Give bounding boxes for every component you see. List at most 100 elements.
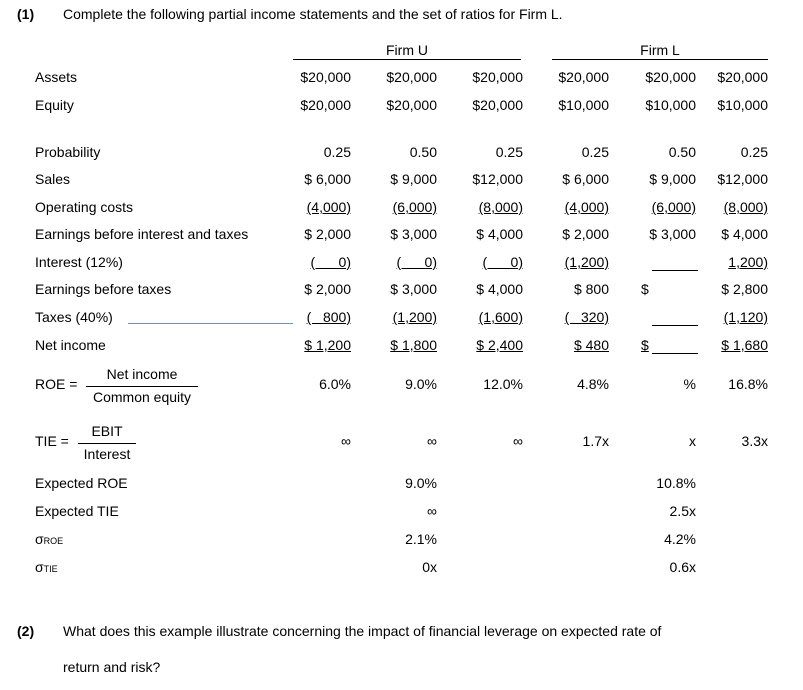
summary-l-sigma-tie: 0.6x <box>669 559 696 575</box>
cell-assets-l1: $20,000 <box>558 69 609 85</box>
roe-numerator: Net income <box>106 366 178 382</box>
cell-taxes-l1: ( 320) <box>564 309 609 325</box>
sigma-tie-symbol: σ <box>35 559 44 575</box>
cell-sales-u3: $12,000 <box>472 171 523 187</box>
label-tie: TIE = <box>35 433 69 449</box>
cell-interest-l3: 1,200) <box>728 254 768 270</box>
cell-prob-l3: 0.25 <box>740 144 768 160</box>
cell-tie-u2: ∞ <box>427 433 437 449</box>
firm-l-header: Firm L <box>640 42 680 58</box>
summary-u-exp-roe: 9.0% <box>405 475 437 491</box>
cell-tie-u3: ∞ <box>513 433 523 449</box>
label-net-income: Net income <box>35 337 106 353</box>
cell-taxes-l3: (1,120) <box>723 309 768 325</box>
label-ebit: Earnings before interest and taxes <box>35 226 249 242</box>
cell-equity-l1: $10,000 <box>558 97 609 113</box>
cell-sales-l1: $ 6,000 <box>562 171 609 187</box>
question-2-number: (2) <box>17 623 35 639</box>
taxes-leader-line <box>128 323 293 324</box>
label-assets: Assets <box>35 69 78 85</box>
cell-opcost-l3: (8,000) <box>723 199 768 215</box>
cell-assets-u2: $20,000 <box>386 69 437 85</box>
roe-denominator: Common equity <box>92 389 192 405</box>
cell-tie-u1: ∞ <box>341 433 351 449</box>
summary-u-sigma-roe: 2.1% <box>405 531 437 547</box>
summary-u-exp-tie: ∞ <box>427 503 437 519</box>
roe-fraction-bar <box>86 386 198 387</box>
cell-prob-u3: 0.25 <box>495 144 523 160</box>
cell-ebit-l1: $ 2,000 <box>562 226 609 242</box>
firm-u-header-rule <box>293 59 521 60</box>
cell-interest-l2-blank <box>652 270 698 271</box>
cell-roe-u1: 6.0% <box>319 376 351 392</box>
cell-ni-l2: $ <box>641 337 649 353</box>
cell-prob-u1: 0.25 <box>323 144 351 160</box>
label-sigma-tie: σTIE <box>35 559 58 575</box>
cell-equity-u2: $20,000 <box>386 97 437 113</box>
summary-u-sigma-tie: 0x <box>422 559 437 575</box>
tie-denominator: Interest <box>83 446 131 462</box>
cell-ni-u3: $ 2,400 <box>476 337 523 353</box>
cell-sales-u1: $ 6,000 <box>304 171 351 187</box>
cell-interest-l1: (1,200) <box>564 254 609 270</box>
cell-equity-l2: $10,000 <box>645 97 696 113</box>
cell-prob-l2: 0.50 <box>668 144 696 160</box>
cell-ebit-l2: $ 3,000 <box>649 226 696 242</box>
cell-ni-u1: $ 1,200 <box>304 337 351 353</box>
label-taxes: Taxes (40%) <box>35 309 113 325</box>
label-expected-tie: Expected TIE <box>35 503 119 519</box>
question-1-text: Complete the following partial income st… <box>63 6 563 22</box>
sigma-roe-symbol: σ <box>35 531 44 547</box>
firm-u-header: Firm U <box>386 42 428 58</box>
cell-assets-u1: $20,000 <box>300 69 351 85</box>
cell-equity-u3: $20,000 <box>472 97 523 113</box>
question-2-text-line2: return and risk? <box>63 659 161 675</box>
cell-assets-u3: $20,000 <box>472 69 523 85</box>
cell-interest-u3: ( 0) <box>482 254 523 270</box>
label-sales: Sales <box>35 171 71 187</box>
cell-interest-u2: ( 0) <box>396 254 437 270</box>
question-2-text-line1: What does this example illustrate concer… <box>63 623 662 639</box>
cell-sales-l3: $12,000 <box>717 171 768 187</box>
cell-tie-l3: 3.3x <box>741 433 768 449</box>
cell-ebt-l3: $ 2,800 <box>721 281 768 297</box>
tie-fraction-bar <box>78 443 136 444</box>
cell-ebit-l3: $ 4,000 <box>721 226 768 242</box>
cell-interest-u1: ( 0) <box>310 254 351 270</box>
cell-prob-u2: 0.50 <box>409 144 437 160</box>
cell-roe-u3: 12.0% <box>483 376 523 392</box>
cell-ebt-l2: $ <box>641 281 649 297</box>
label-probability: Probability <box>35 144 101 160</box>
cell-ni-l2-blank <box>652 353 698 354</box>
label-equity: Equity <box>35 97 74 113</box>
cell-sales-l2: $ 9,000 <box>649 171 696 187</box>
label-expected-roe: Expected ROE <box>35 475 128 491</box>
cell-ebt-u1: $ 2,000 <box>304 281 351 297</box>
label-roe: ROE = <box>35 376 78 392</box>
cell-equity-u1: $20,000 <box>300 97 351 113</box>
tie-numerator: EBIT <box>91 423 123 439</box>
cell-ebt-u3: $ 4,000 <box>476 281 523 297</box>
cell-ni-u2: $ 1,800 <box>390 337 437 353</box>
summary-l-sigma-roe: 4.2% <box>664 531 696 547</box>
cell-opcost-l1: (4,000) <box>564 199 609 215</box>
cell-taxes-u3: (1,600) <box>478 309 523 325</box>
cell-assets-l3: $20,000 <box>717 69 768 85</box>
cell-ebit-u2: $ 3,000 <box>390 226 437 242</box>
cell-roe-l2: % <box>683 376 696 392</box>
cell-sales-u2: $ 9,000 <box>390 171 437 187</box>
cell-tie-l2: x <box>689 433 696 449</box>
label-operating-costs: Operating costs <box>35 199 134 215</box>
cell-roe-l1: 4.8% <box>577 376 609 392</box>
cell-opcost-u3: (8,000) <box>478 199 523 215</box>
cell-tie-l1: 1.7x <box>582 433 609 449</box>
summary-l-exp-tie: 2.5x <box>669 503 696 519</box>
cell-taxes-u1: ( 800) <box>306 309 351 325</box>
cell-roe-l3: 16.8% <box>728 376 768 392</box>
question-1-number: (1) <box>17 6 35 22</box>
cell-assets-l2: $20,000 <box>645 69 696 85</box>
cell-opcost-u2: (6,000) <box>392 199 437 215</box>
sigma-roe-subscript: ROE <box>43 536 64 546</box>
label-ebt: Earnings before taxes <box>35 281 172 297</box>
cell-taxes-u2: (1,200) <box>392 309 437 325</box>
